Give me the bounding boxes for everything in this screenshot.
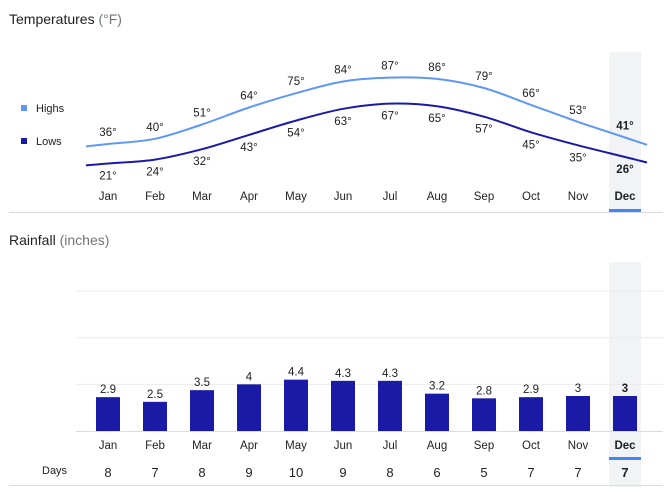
highs-label-dec: 41° [616, 120, 634, 132]
highs-label-aug: 86° [428, 62, 445, 74]
rainfall-month-jul: Jul [383, 440, 398, 452]
temperature-month-feb: Feb [145, 191, 165, 203]
rainfall-month-mar: Mar [192, 440, 212, 452]
lows-label-dec: 26° [616, 164, 634, 176]
days-value-nov: 7 [574, 465, 581, 480]
rainfall-bar-apr [237, 384, 261, 431]
rainfall-bar-mar [190, 390, 214, 431]
days-row-label: Days [42, 465, 68, 477]
legend-highs-swatch [21, 105, 27, 111]
rainfall-month-feb: Feb [145, 440, 165, 452]
rainfall-month-nov: Nov [568, 440, 589, 452]
legend-lows-label: Lows [36, 136, 62, 148]
rainfall-month-oct: Oct [522, 440, 541, 452]
rainfall-month-may: May [285, 440, 307, 452]
temperature-month-oct: Oct [522, 191, 541, 203]
lows-label-jan: 21° [99, 170, 116, 182]
rainfall-month-sep: Sep [474, 440, 494, 452]
days-value-apr: 9 [245, 465, 252, 480]
temperature-month-nov: Nov [568, 191, 589, 203]
lows-line [85, 102, 648, 167]
days-value-may: 10 [289, 465, 303, 480]
days-value-jun: 9 [339, 465, 346, 480]
temperature-month-apr: Apr [240, 191, 258, 203]
highs-label-apr: 64° [240, 91, 257, 103]
rainfall-label-mar: 3.5 [194, 377, 210, 389]
days-value-oct: 7 [527, 465, 534, 480]
highs-label-feb: 40° [146, 122, 163, 134]
temperature-month-aug: Aug [427, 191, 447, 203]
lows-label-oct: 45° [522, 139, 539, 151]
rainfall-month-dec: Dec [614, 440, 636, 452]
rainfall-label-dec: 3 [622, 383, 628, 395]
temperature-month-jan: Jan [99, 191, 118, 203]
rainfall-bar-sep [472, 398, 496, 431]
rainfall-bar-jul [378, 380, 402, 431]
rainfall-bar-feb [143, 401, 167, 431]
rainfall-month-aug: Aug [427, 440, 447, 452]
rainfall-month-jun: Jun [334, 440, 353, 452]
temperature-month-jun: Jun [334, 191, 353, 203]
temperature-selected-underline [609, 209, 641, 212]
days-value-aug: 6 [433, 465, 440, 480]
rainfall-title: Rainfall (inches) [9, 232, 110, 248]
lows-label-nov: 35° [569, 152, 586, 164]
days-value-sep: 5 [480, 465, 487, 480]
lows-label-aug: 65° [428, 113, 445, 125]
rainfall-bar-oct [519, 397, 543, 431]
temperature-month-dec: Dec [614, 191, 636, 203]
selected-column-temperature [609, 52, 641, 212]
highs-label-jun: 84° [334, 65, 351, 77]
lows-label-jul: 67° [381, 111, 398, 123]
rainfall-bar-jun [331, 380, 355, 431]
rainfall-label-jun: 4.3 [335, 368, 351, 380]
temperature-month-jul: Jul [383, 191, 398, 203]
highs-line [85, 76, 648, 148]
lows-label-apr: 43° [240, 142, 257, 154]
highs-label-nov: 53° [569, 105, 586, 117]
highs-label-oct: 66° [522, 88, 539, 100]
rainfall-bar-nov [566, 396, 590, 431]
rainfall-label-sep: 2.8 [476, 385, 492, 397]
rainfall-label-jan: 2.9 [100, 384, 116, 396]
selected-column-rainfall [609, 262, 641, 487]
rainfall-label-feb: 2.5 [147, 389, 163, 401]
highs-label-jan: 36° [99, 127, 116, 139]
highs-label-sep: 79° [475, 71, 492, 83]
rainfall-label-jul: 4.3 [382, 368, 398, 380]
temperatures-title: Temperatures (°F) [9, 11, 122, 27]
rainfall-label-apr: 4 [246, 371, 253, 383]
days-value-feb: 7 [151, 465, 158, 480]
days-value-jan: 8 [104, 465, 111, 480]
days-value-mar: 8 [198, 465, 205, 480]
rainfall-bar-aug [425, 393, 449, 431]
temperature-month-mar: Mar [192, 191, 212, 203]
lows-label-jun: 63° [334, 116, 351, 128]
temperature-month-sep: Sep [474, 191, 494, 203]
lows-label-sep: 57° [475, 124, 492, 136]
rainfall-month-apr: Apr [240, 440, 258, 452]
rainfall-bar-jan [96, 397, 120, 431]
rainfall-label-nov: 3 [575, 383, 581, 395]
lows-label-feb: 24° [146, 167, 163, 179]
highs-label-mar: 51° [193, 107, 210, 119]
days-value-dec: 7 [621, 465, 628, 480]
rainfall-bar-dec [613, 396, 637, 431]
rainfall-selected-underline [609, 457, 641, 460]
lows-label-mar: 32° [193, 156, 210, 168]
temperature-month-may: May [285, 191, 307, 203]
lows-label-may: 54° [287, 128, 304, 140]
rainfall-bar-may [284, 379, 308, 431]
legend-lows-swatch [21, 138, 27, 144]
highs-label-jul: 87° [381, 61, 398, 73]
rainfall-month-jan: Jan [99, 440, 118, 452]
rainfall-label-oct: 2.9 [523, 384, 539, 396]
rainfall-label-aug: 3.2 [429, 381, 445, 393]
rainfall-label-may: 4.4 [288, 367, 305, 379]
legend-highs-label: Highs [36, 103, 65, 115]
highs-label-may: 75° [287, 76, 304, 88]
days-value-jul: 8 [386, 465, 393, 480]
